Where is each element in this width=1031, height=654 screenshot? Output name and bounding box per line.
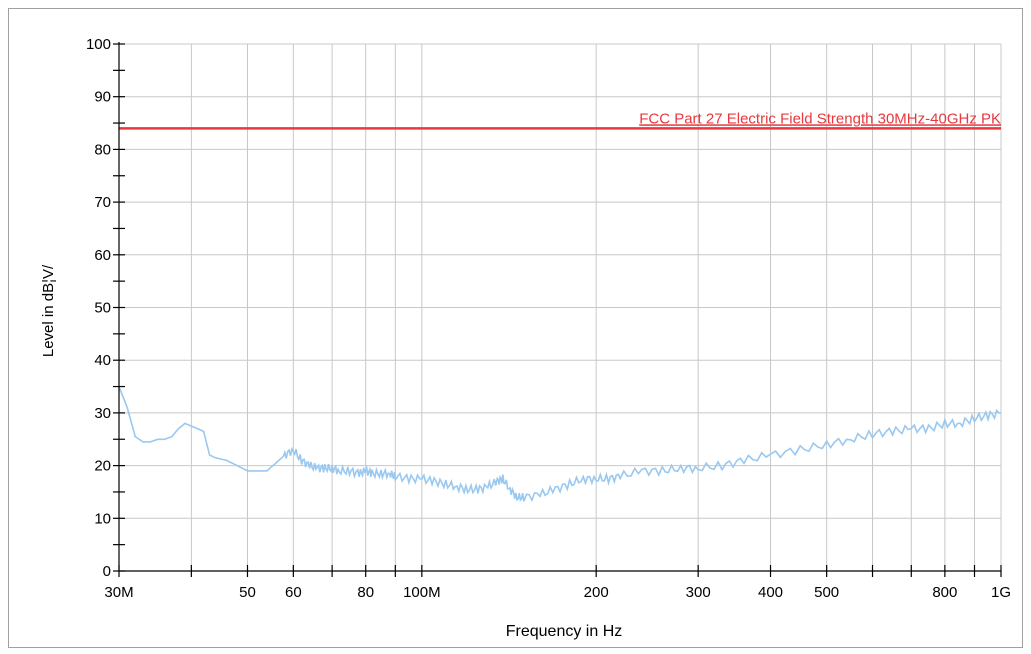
x-tick-label: 1G: [991, 584, 1011, 601]
limit-line-label: FCC Part 27 Electric Field Strength 30MH…: [639, 110, 1001, 127]
x-tick-label: 30M: [104, 584, 133, 601]
series-layer: [118, 386, 1001, 503]
axis-layer: 0 10 20 30 40 50 60 70 80 90 100 30M 50 60 80 100M 200 30…: [86, 36, 1011, 601]
y-tick-label: 70: [94, 194, 111, 211]
chart-frame: FCC Part 27 Electric Field Strength 30MH…: [8, 8, 1023, 648]
y-tick-label: 0: [103, 563, 111, 580]
x-tick-label: 100M: [403, 584, 441, 601]
y-axis-label: Level in dB¦V/: [40, 264, 57, 357]
y-tick-label: 20: [94, 458, 111, 475]
x-tick-label: 800: [932, 584, 957, 601]
x-tick-label: 50: [239, 584, 256, 601]
limit-layer: FCC Part 27 Electric Field Strength 30MH…: [119, 110, 1001, 130]
x-tick-label: 60: [285, 584, 302, 601]
x-tick-label: 200: [584, 584, 609, 601]
y-tick-label: 80: [94, 141, 111, 158]
measurement-trace: [118, 386, 1001, 503]
x-tick-label: 300: [686, 584, 711, 601]
x-tick-label: 80: [357, 584, 374, 601]
y-tick-label: 90: [94, 89, 111, 106]
emission-chart: FCC Part 27 Electric Field Strength 30MH…: [40, 36, 1011, 640]
y-tick-label: 100: [86, 36, 111, 53]
y-tick-label: 50: [94, 300, 111, 317]
x-tick-label: 500: [814, 584, 839, 601]
y-tick-label: 10: [94, 510, 111, 527]
x-axis-label: Frequency in Hz: [506, 623, 623, 640]
y-tick-label: 30: [94, 405, 111, 422]
x-tick-label: 400: [758, 584, 783, 601]
y-tick-label: 40: [94, 352, 111, 369]
y-tick-label: 60: [94, 247, 111, 264]
